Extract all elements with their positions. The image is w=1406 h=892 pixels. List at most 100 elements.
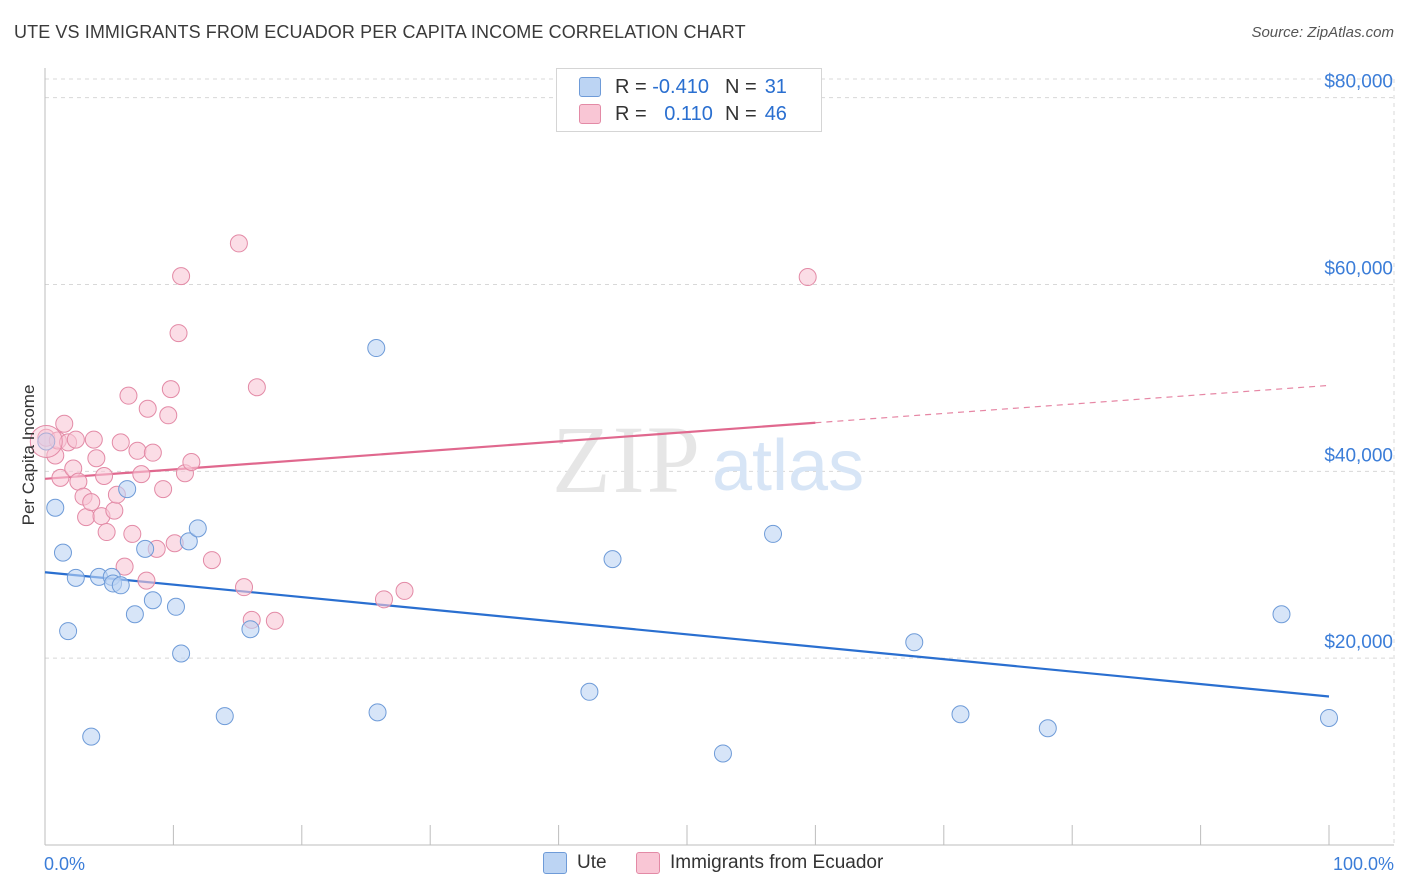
ecuador-point xyxy=(111,433,130,452)
ecuador-point xyxy=(798,268,817,287)
ecuador-point xyxy=(123,524,142,543)
ute-point xyxy=(125,605,144,624)
legend-row-ecuador: R = 0.110 N = 46 xyxy=(579,100,787,128)
ute-swatch xyxy=(579,77,601,97)
correlation-legend: R = -0.410 N = 31 R = 0.110 N = 46 xyxy=(556,68,822,132)
ecuador-point xyxy=(247,378,266,397)
ute-point xyxy=(172,644,191,663)
ute-point xyxy=(179,532,198,551)
ecuador-point xyxy=(95,467,114,486)
ecuador-point xyxy=(51,468,70,487)
ecuador-point xyxy=(69,472,88,491)
ute-point xyxy=(713,744,732,763)
ecuador-point xyxy=(128,441,147,460)
legend-ecuador-swatch xyxy=(636,852,660,874)
ute-point xyxy=(188,519,207,538)
ute-point xyxy=(603,550,622,569)
ute-point xyxy=(143,591,162,610)
ecuador-point xyxy=(137,571,156,590)
ute-point xyxy=(46,498,65,517)
ute-point xyxy=(215,707,234,726)
ecuador-point xyxy=(169,324,188,343)
legend-row-ute: R = -0.410 N = 31 xyxy=(579,73,787,101)
ute-point xyxy=(66,568,85,587)
ecuador-point xyxy=(119,386,138,405)
ecuador-point xyxy=(182,453,201,471)
legend-ute-label: Ute xyxy=(577,852,607,873)
chart-title: UTE VS IMMIGRANTS FROM ECUADOR PER CAPIT… xyxy=(14,22,746,42)
ute-point xyxy=(951,705,970,724)
ecuador-point xyxy=(229,234,248,253)
watermark-zip: ZIP xyxy=(552,406,702,513)
ecuador-point xyxy=(374,590,393,609)
points-layer xyxy=(29,234,1338,763)
ecuador-point xyxy=(132,465,151,484)
ecuador-point xyxy=(84,430,103,449)
trend-line-0 xyxy=(44,571,1330,698)
y-tick-label: $60,000 xyxy=(1324,259,1393,280)
y-tick-label: $40,000 xyxy=(1324,445,1393,466)
ute-point xyxy=(241,620,260,639)
ecuador-point xyxy=(97,523,116,542)
ute-point xyxy=(82,727,101,746)
ute-point xyxy=(764,524,783,543)
ecuador-point xyxy=(172,267,191,286)
x-tick-label-0: 0.0% xyxy=(44,854,85,874)
ecuador-point xyxy=(55,414,74,433)
ecuador-point xyxy=(138,399,157,418)
ecuador-point xyxy=(87,449,106,468)
ute-point xyxy=(111,576,130,595)
ecuador-point xyxy=(115,557,134,576)
ute-point xyxy=(37,432,56,451)
ute-n-value: 31 xyxy=(764,75,787,98)
x-tick-label-1: 100.0% xyxy=(1333,854,1394,874)
ecuador-n-value: 46 xyxy=(764,102,787,125)
ute-point xyxy=(1320,708,1338,727)
ecuador-r-value: 0.110 xyxy=(664,102,713,125)
legend-item-ute[interactable]: Ute xyxy=(543,852,607,874)
trend-line-1 xyxy=(44,421,816,480)
ecuador-point xyxy=(143,443,162,462)
watermark-atlas: atlas xyxy=(712,426,864,506)
ute-point xyxy=(118,480,137,499)
ecuador-point xyxy=(105,501,124,520)
ute-point xyxy=(1038,719,1057,738)
legend-ecuador-label: Immigrants from Ecuador xyxy=(670,852,884,873)
legend-item-ecuador[interactable]: Immigrants from Ecuador xyxy=(636,852,883,874)
ecuador-cluster-point xyxy=(29,424,63,458)
ute-point xyxy=(580,682,599,701)
ecuador-point xyxy=(161,380,180,399)
source-label: Source: ZipAtlas.com xyxy=(1251,24,1394,41)
trend-layer xyxy=(44,384,1330,698)
ute-point xyxy=(136,539,155,558)
ecuador-point xyxy=(395,581,414,600)
ute-r-value: -0.410 xyxy=(652,75,709,98)
ute-point xyxy=(367,339,386,358)
ute-n-label: N = xyxy=(725,75,757,98)
y-tick-label: $80,000 xyxy=(1324,72,1393,93)
series-legend: Ute Immigrants from Ecuador xyxy=(0,850,1406,878)
ecuador-point xyxy=(159,406,178,425)
watermark: ZIP atlas xyxy=(552,406,864,513)
legend-ute-swatch xyxy=(543,852,567,874)
ecuador-point xyxy=(154,480,173,499)
axis-layer: $20,000 $40,000 $60,000 $80,000 xyxy=(44,68,1394,846)
y-axis-title: Per Capita Income xyxy=(19,385,38,526)
ecuador-point xyxy=(66,430,85,449)
ute-point xyxy=(53,543,72,562)
ecuador-point xyxy=(235,578,254,597)
ute-point xyxy=(1272,605,1291,624)
ecuador-r-label: R = xyxy=(615,102,647,125)
ute-point xyxy=(59,622,78,641)
ecuador-point xyxy=(77,508,96,527)
y-tick-label: $20,000 xyxy=(1324,632,1393,653)
ute-point xyxy=(905,633,924,652)
ecuador-swatch xyxy=(579,104,601,124)
ute-point xyxy=(368,703,387,722)
ute-r-label: R = xyxy=(615,75,647,98)
ute-point xyxy=(166,597,185,616)
ecuador-n-label: N = xyxy=(725,102,757,125)
trend-line-dashed-1 xyxy=(815,384,1330,424)
ecuador-point xyxy=(82,493,101,512)
